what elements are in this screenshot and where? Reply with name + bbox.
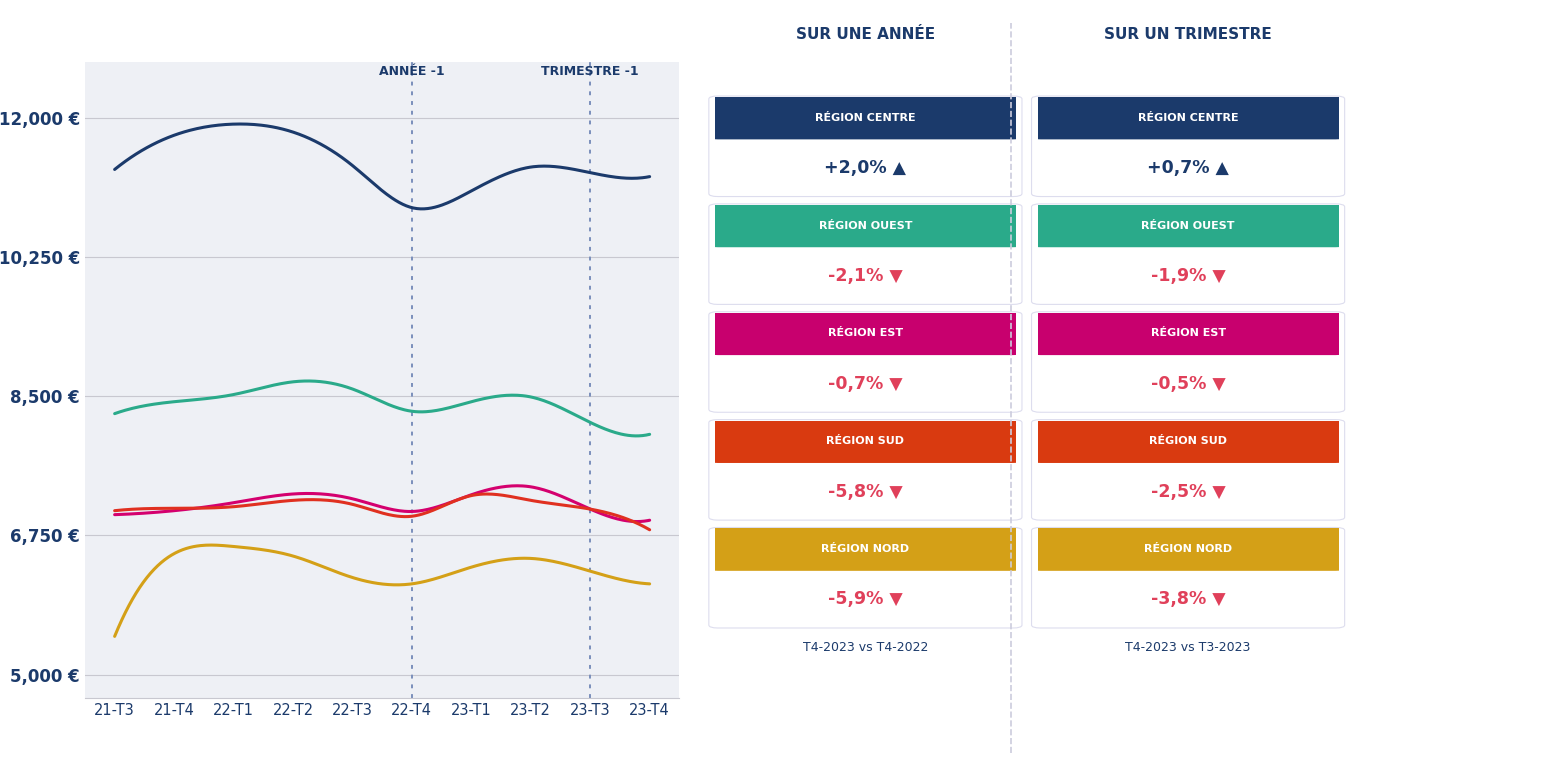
FancyBboxPatch shape [709,96,1022,140]
FancyBboxPatch shape [709,420,1022,463]
Text: -2,5% ▼: -2,5% ▼ [1150,483,1226,501]
FancyBboxPatch shape [1031,204,1345,304]
Text: RÉGION NORD: RÉGION NORD [821,544,909,554]
FancyBboxPatch shape [709,420,1022,520]
FancyBboxPatch shape [709,528,1022,571]
Text: SUR UNE ANNÉE: SUR UNE ANNÉE [795,27,936,43]
Text: RÉGION OUEST: RÉGION OUEST [1141,220,1235,230]
FancyBboxPatch shape [1031,420,1345,463]
FancyBboxPatch shape [709,96,1022,196]
Text: -2,1% ▼: -2,1% ▼ [828,267,903,285]
FancyBboxPatch shape [1031,96,1345,196]
Text: RÉGION CENTRE: RÉGION CENTRE [815,113,916,123]
Text: RÉGION EST: RÉGION EST [828,328,903,338]
FancyBboxPatch shape [1031,312,1345,412]
Text: RÉGION CENTRE: RÉGION CENTRE [1138,113,1238,123]
Text: ANNÉE -1: ANNÉE -1 [378,65,445,78]
Text: RÉGION SUD: RÉGION SUD [826,436,905,446]
FancyBboxPatch shape [709,204,1022,304]
Text: -1,9% ▼: -1,9% ▼ [1150,267,1226,285]
FancyBboxPatch shape [709,204,1022,248]
Text: T4-2023 vs T4-2022: T4-2023 vs T4-2022 [803,641,928,654]
Text: T4-2023 vs T3-2023: T4-2023 vs T3-2023 [1126,641,1251,654]
FancyBboxPatch shape [1031,204,1345,248]
Text: +2,0% ▲: +2,0% ▲ [824,159,906,177]
FancyBboxPatch shape [1031,528,1345,571]
FancyBboxPatch shape [1031,312,1345,355]
Text: TRIMESTRE -1: TRIMESTRE -1 [542,65,639,78]
Text: RÉGION NORD: RÉGION NORD [1144,544,1232,554]
FancyBboxPatch shape [1031,96,1345,140]
FancyBboxPatch shape [709,312,1022,412]
FancyBboxPatch shape [709,528,1022,628]
Text: -5,8% ▼: -5,8% ▼ [828,483,903,501]
Text: -3,8% ▼: -3,8% ▼ [1150,591,1226,608]
FancyBboxPatch shape [709,312,1022,355]
Text: RÉGION SUD: RÉGION SUD [1149,436,1227,446]
Text: RÉGION EST: RÉGION EST [1150,328,1226,338]
Text: -0,5% ▼: -0,5% ▼ [1150,375,1226,393]
Text: +0,7% ▲: +0,7% ▲ [1147,159,1229,177]
Text: -5,9% ▼: -5,9% ▼ [828,591,903,608]
FancyBboxPatch shape [1031,420,1345,520]
FancyBboxPatch shape [1031,528,1345,628]
Text: SUR UN TRIMESTRE: SUR UN TRIMESTRE [1104,27,1272,43]
Text: RÉGION OUEST: RÉGION OUEST [818,220,913,230]
Text: -0,7% ▼: -0,7% ▼ [828,375,903,393]
